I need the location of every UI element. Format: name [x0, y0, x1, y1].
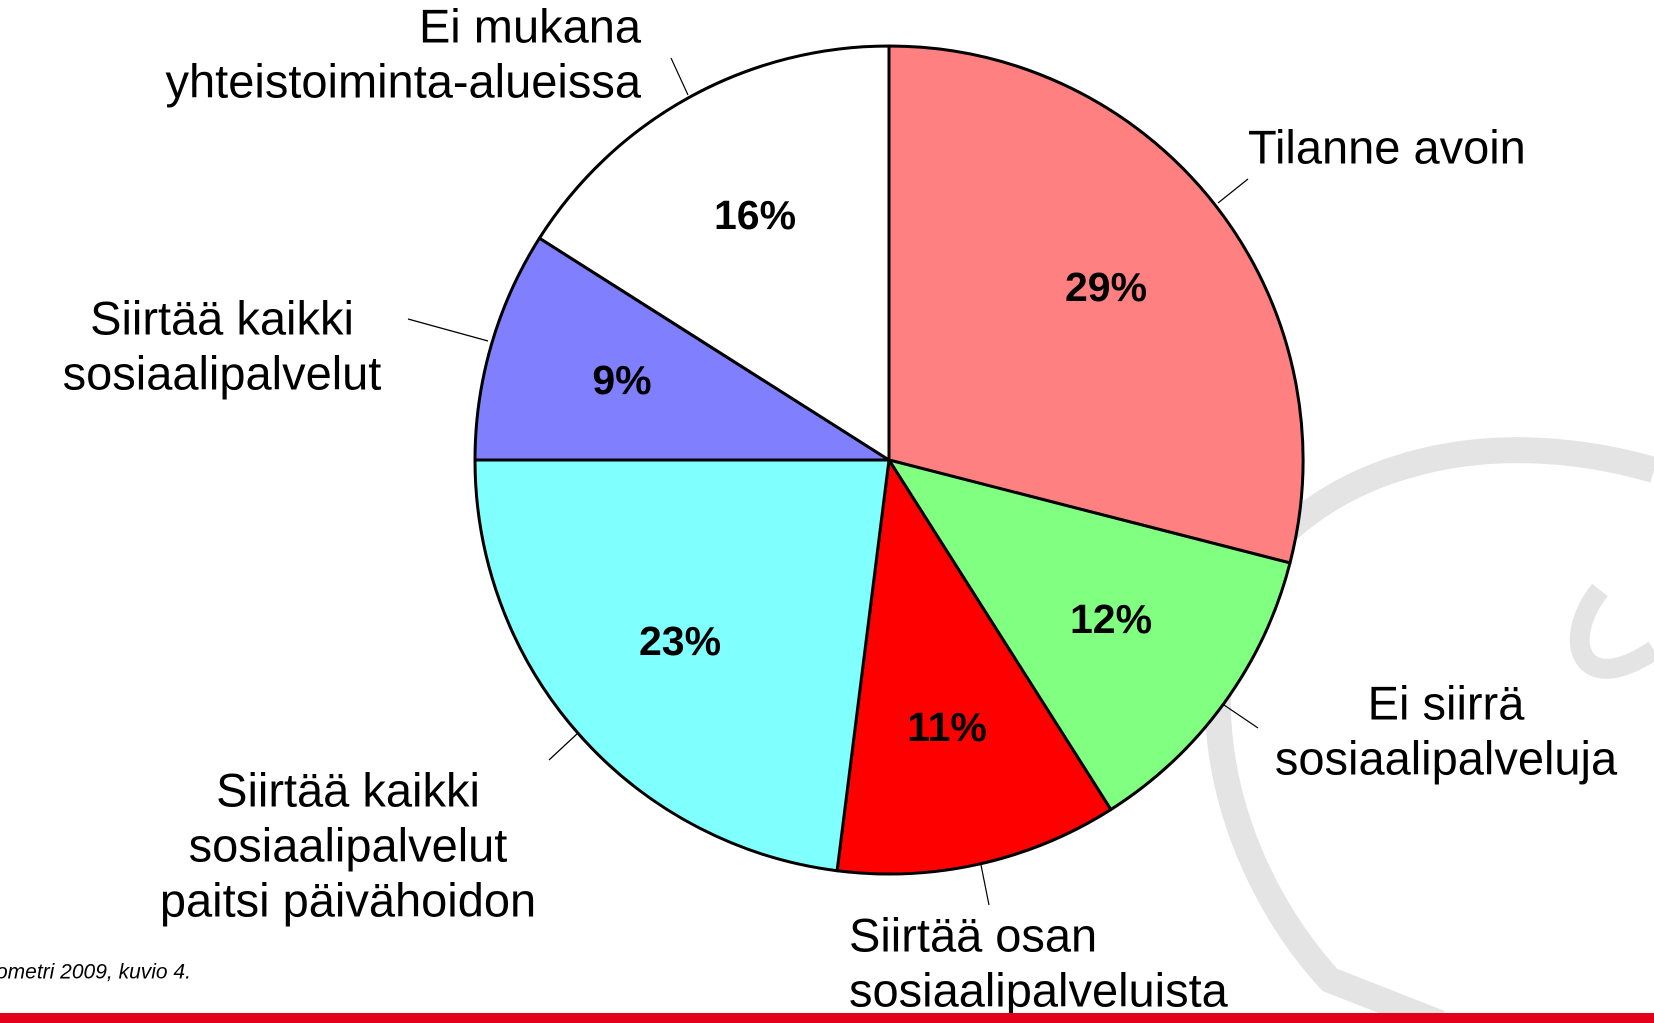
pie-slice — [473, 458, 891, 873]
decoration — [1569, 583, 1654, 679]
slice-label: sosiaalipalvelut — [63, 346, 382, 399]
slice-label: paitsi päivähoidon — [160, 873, 536, 926]
slice-label: Siirtää kaikki — [90, 291, 354, 344]
pie-slice — [835, 458, 1113, 876]
pie-slice — [473, 236, 891, 462]
slice-label: Tilanne avoin — [1248, 120, 1526, 173]
leader-line — [980, 864, 990, 906]
value-label: 23% — [639, 618, 721, 664]
leader-line — [1223, 704, 1259, 729]
value-label: 16% — [714, 192, 796, 238]
source-note: ometri 2009, kuvio 4. — [0, 961, 191, 984]
slice-label: sosiaalipalveluista — [849, 963, 1229, 1016]
leader-line — [1217, 178, 1249, 204]
pie-slice — [887, 44, 1305, 565]
value-label: 9% — [592, 357, 651, 403]
slice-label: yhteistoiminta-alueissa — [166, 54, 642, 107]
slice-label: Siirtää osan — [849, 908, 1097, 961]
value-label: 11% — [907, 704, 987, 750]
value-label: 12% — [1070, 596, 1152, 642]
slice-label: Ei mukana — [419, 0, 642, 52]
pie-slice — [887, 458, 1292, 812]
leader-line — [548, 732, 579, 761]
leader-line — [670, 57, 689, 96]
slice-label: Siirtää kaikki — [216, 763, 480, 816]
leader-line — [407, 318, 489, 342]
footer-bar — [0, 1013, 1654, 1023]
pie-slice — [537, 44, 891, 462]
slice-label: Ei siirrä — [1368, 676, 1526, 729]
value-label: 29% — [1065, 264, 1147, 310]
slice-label: sosiaalipalvelut — [189, 818, 508, 871]
slice-label: sosiaalipalveluja — [1275, 731, 1618, 784]
